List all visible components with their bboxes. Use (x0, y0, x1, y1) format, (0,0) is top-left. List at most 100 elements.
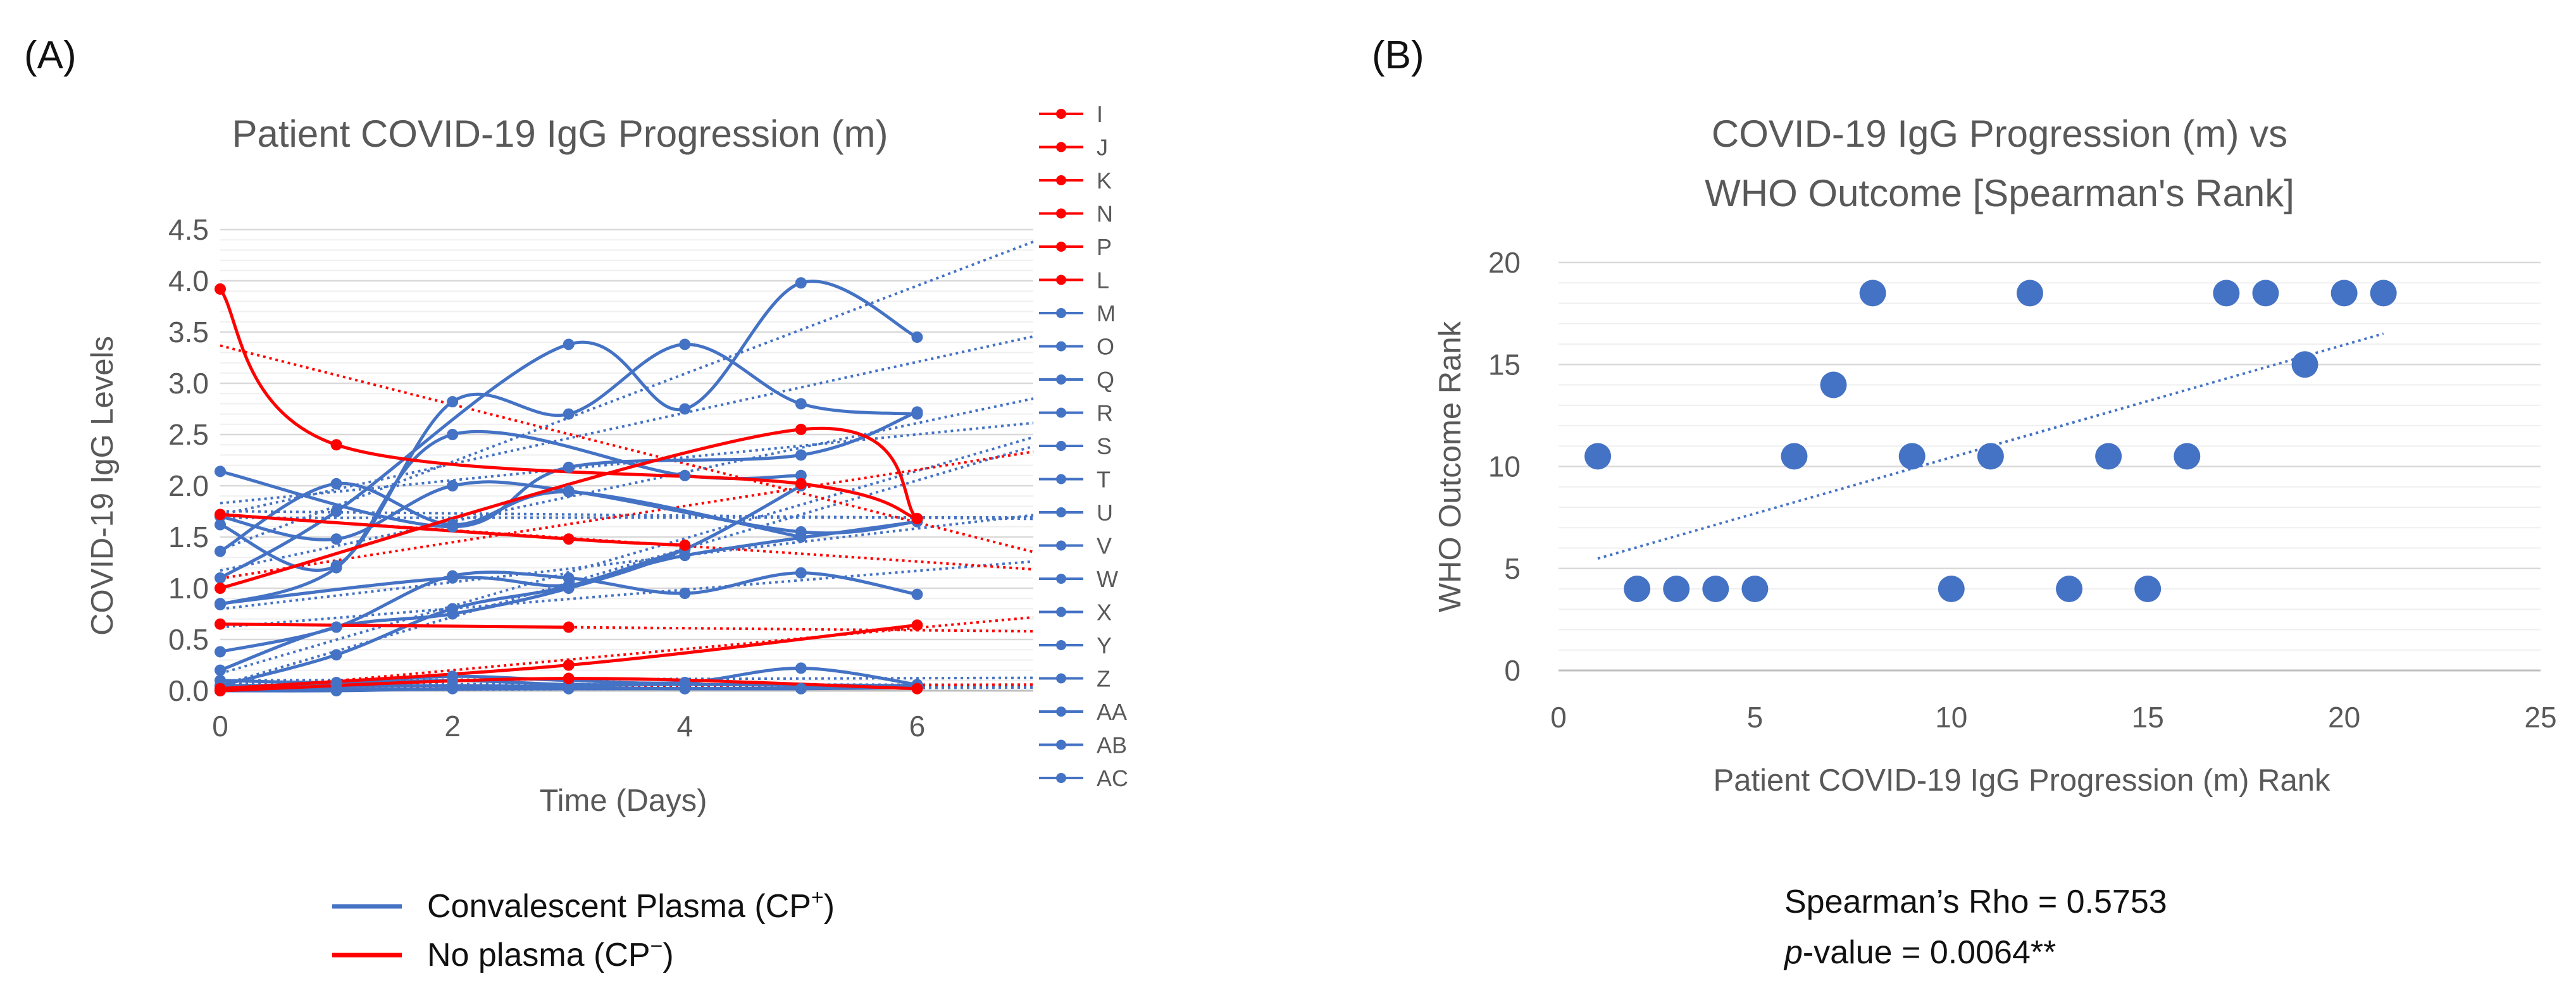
legend-marker-W (1056, 574, 1066, 584)
scatter-point (1820, 371, 1847, 398)
chart-a: 0.00.51.01.52.02.53.03.54.04.50 2 4 6 IJKNP… (85, 101, 1128, 818)
data-point-Q (911, 406, 923, 418)
legend-marker-N (1056, 208, 1066, 219)
data-point-T (447, 429, 459, 440)
data-point-M (679, 403, 691, 415)
data-point-N (215, 618, 226, 630)
scatter-point (1859, 280, 1886, 307)
data-point-S (447, 480, 459, 491)
data-point-L (215, 685, 226, 696)
data-point-AB (679, 682, 691, 694)
chart-a-axes: 0.0 0.5 1.0 1.5 2.0 2.5 3.0 3.5 4.0 4.5 0 2 4 6 (168, 213, 1033, 743)
y-tick-label: 4.0 (168, 264, 209, 297)
data-point-V (679, 588, 691, 600)
data-point-AC (330, 684, 342, 696)
legend-label-Q: Q (1097, 367, 1114, 393)
trendline-N (220, 622, 1034, 633)
data-point-K (563, 533, 575, 545)
trendline-I (220, 344, 1034, 553)
data-point-J (215, 583, 226, 594)
chart-b-y-axis-title: WHO Outcome Rank (1433, 321, 1467, 612)
scatter-point (1781, 443, 1808, 470)
legend-label-AB: AB (1097, 732, 1127, 758)
panel-b-label: (B) (1372, 34, 1424, 77)
legend-marker-X (1056, 607, 1066, 617)
data-point-S (795, 526, 807, 538)
x-tick-label: 6 (909, 710, 926, 743)
legend-label-M: M (1097, 300, 1116, 326)
data-point-X (330, 649, 342, 661)
chart-a-x-axis-title: Time (Days) (540, 784, 707, 818)
data-point-W (215, 664, 226, 676)
data-point-Y (795, 662, 807, 674)
data-point-W (330, 621, 342, 633)
trendline-J (220, 450, 1034, 580)
x-tick-label: 0 (1550, 701, 1567, 734)
data-point-L (563, 672, 575, 684)
legend-label-K: K (1097, 168, 1112, 194)
scatter-point (2370, 280, 2397, 307)
series-line-J (220, 426, 919, 590)
data-point-V (795, 567, 807, 579)
data-point-U (215, 598, 226, 610)
y-tick-label: 5 (1504, 552, 1521, 585)
data-point-J (795, 423, 807, 435)
legend-marker-I (1056, 109, 1066, 119)
scatter-point (1977, 443, 2004, 470)
trendline-X (220, 445, 1034, 687)
data-point-L (911, 682, 923, 694)
chart-b-title-line-2: WHO Outcome [Spearman's Rank] (1705, 172, 2294, 214)
data-point-T (679, 469, 691, 481)
legend-marker-AA (1056, 707, 1066, 717)
legend-marker-J (1056, 142, 1066, 152)
scatter-point (1663, 576, 1690, 602)
chart-a-y-axis-title: COVID-19 IgG Levels (85, 336, 120, 636)
y-tick-label: 10 (1488, 450, 1521, 483)
scatter-point (1898, 443, 1926, 470)
scatter-point (1938, 576, 1965, 602)
legend-marker-M (1056, 308, 1066, 318)
x-tick-label: 2 (444, 710, 461, 743)
legend-marker-T (1056, 474, 1066, 485)
x-tick-label: 25 (2524, 701, 2556, 734)
legend-label-R: R (1097, 400, 1113, 426)
data-point-P (563, 659, 575, 671)
scatter-point (2291, 351, 2318, 378)
legend-marker-K (1056, 175, 1066, 185)
x-tick-label: 5 (1747, 701, 1764, 734)
data-point-T (330, 562, 342, 574)
legend-label-X: X (1097, 600, 1112, 626)
y-tick-label: 0 (1504, 654, 1521, 687)
y-tick-label: 0.5 (168, 623, 209, 656)
data-point-R (447, 519, 459, 531)
group-legend: Convalescent Plasma (CP+) No plasma (CP−… (332, 886, 835, 973)
legend-marker-R (1056, 407, 1066, 418)
chart-b-axes: 0 5 10 15 20 0 5 10 15 20 25 (1488, 246, 2557, 734)
scatter-point (1624, 576, 1651, 602)
data-point-T (795, 469, 807, 481)
data-point-AC (563, 682, 575, 694)
y-tick-label: 0.0 (168, 674, 209, 707)
data-point-X (447, 603, 459, 615)
legend-label-Y: Y (1097, 633, 1112, 658)
scatter-point (2174, 443, 2201, 470)
legend-marker-Z (1056, 673, 1066, 684)
series-line-N (220, 622, 569, 629)
legend-marker-Y (1056, 640, 1066, 650)
legend-marker-O (1056, 341, 1066, 352)
y-tick-label: 15 (1488, 348, 1521, 381)
x-tick-label: 4 (676, 710, 693, 743)
p-value-text: p-value = 0.0064** (1783, 934, 2056, 971)
trendline-W (220, 436, 1034, 675)
x-tick-label: 20 (2328, 701, 2360, 734)
y-tick-label: 1.0 (168, 572, 209, 605)
panel-a-label: (A) (24, 34, 77, 77)
data-point-AB (447, 679, 459, 691)
legend-label-O: O (1097, 334, 1114, 360)
legend-marker-AB (1056, 739, 1066, 750)
data-point-M (330, 505, 342, 517)
data-point-M (563, 338, 575, 350)
scatter-point (2252, 280, 2279, 307)
data-point-M (911, 331, 923, 343)
